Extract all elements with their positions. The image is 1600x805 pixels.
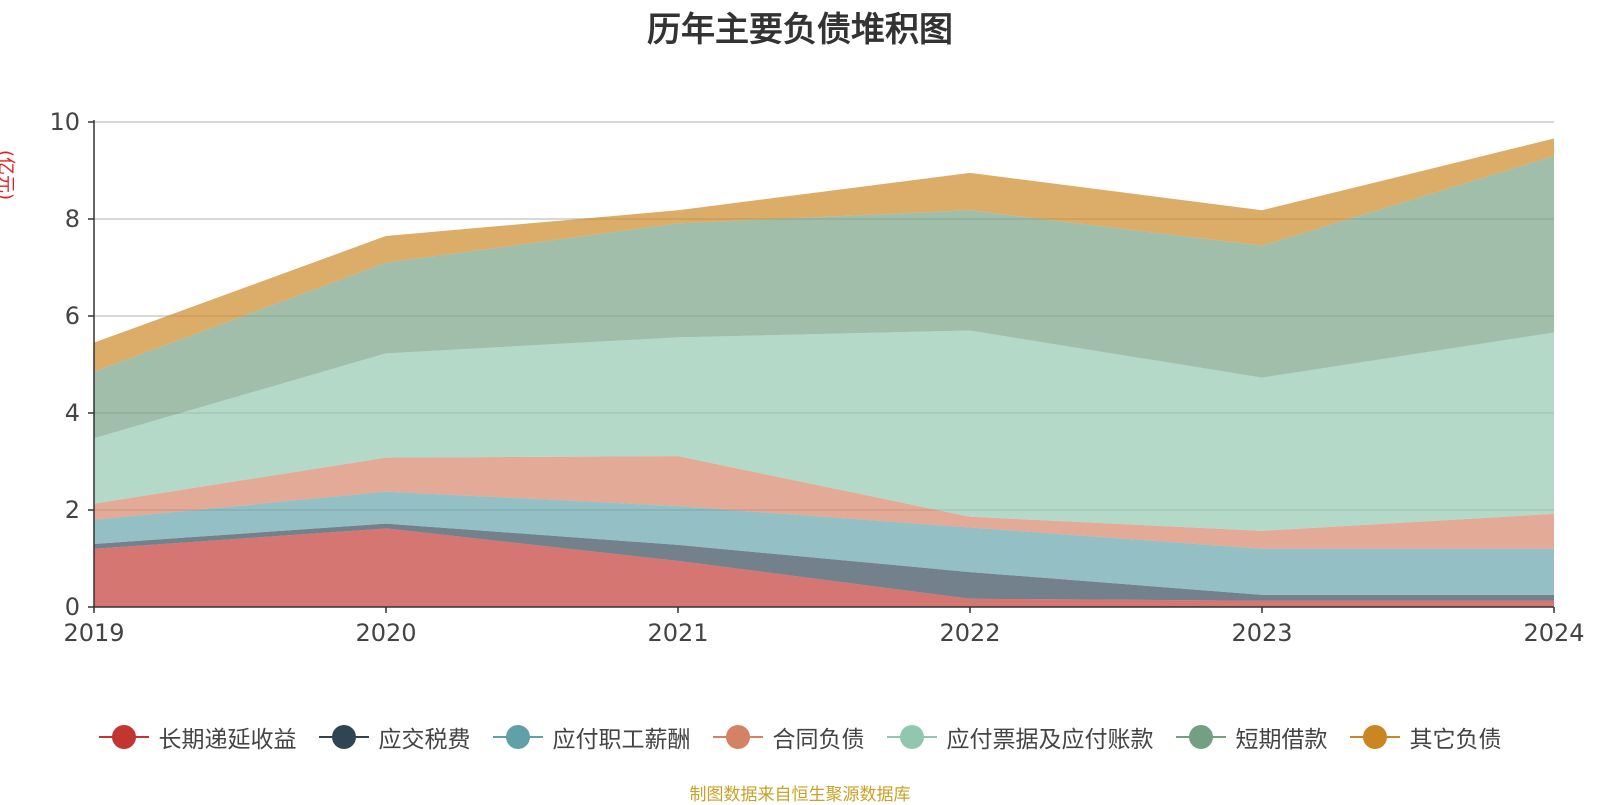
legend-item-0[interactable]: 长期递延收益	[98, 720, 297, 754]
legend-label: 短期借款	[1235, 727, 1328, 753]
x-tick-label-2021: 2021	[647, 619, 708, 647]
legend-item-5[interactable]: 短期借款	[1175, 720, 1328, 754]
x-tick-label-2023: 2023	[1231, 619, 1292, 647]
y-tick-label-6: 6	[65, 302, 80, 330]
area-series-0	[94, 528, 1554, 607]
area-series-5	[94, 155, 1554, 439]
legend-item-4[interactable]: 应付票据及应付账款	[886, 720, 1154, 754]
x-tick-label-2020: 2020	[355, 619, 416, 647]
area-series-2	[94, 491, 1554, 595]
legend-marker-icon	[98, 725, 149, 749]
chart-title: 历年主要负债堆积图	[647, 10, 953, 50]
area-series-1	[94, 523, 1554, 601]
area-series-4	[94, 330, 1554, 531]
legend-marker-icon	[712, 725, 763, 749]
y-tick-label-4: 4	[65, 399, 80, 427]
legend: 长期递延收益 应交税费 应付职工薪酬 合同负债 应付票据及应付账款 短期借款 其它负债	[0, 720, 1600, 754]
legend-item-3[interactable]: 合同负债	[712, 720, 865, 754]
legend-label: 其它负债	[1409, 727, 1502, 753]
area-series	[94, 138, 1554, 607]
legend-label: 长期递延收益	[158, 727, 297, 753]
x-tick-label-2024: 2024	[1523, 619, 1584, 647]
legend-marker-icon	[492, 725, 543, 749]
x-tick-label-2019: 2019	[63, 619, 124, 647]
legend-label: 应付票据及应付账款	[946, 727, 1154, 753]
legend-marker-icon	[1175, 725, 1226, 749]
legend-marker-icon	[318, 725, 369, 749]
legend-item-2[interactable]: 应付职工薪酬	[492, 720, 691, 754]
area-series-6	[94, 138, 1554, 372]
legend-marker-icon	[1349, 725, 1400, 749]
x-tick-label-2022: 2022	[939, 619, 1000, 647]
legend-label: 应付职工薪酬	[552, 727, 691, 753]
legend-item-6[interactable]: 其它负债	[1349, 720, 1502, 754]
y-tick-label-0: 0	[65, 593, 80, 621]
legend-label: 应交税费	[378, 727, 471, 753]
legend-marker-icon	[886, 725, 937, 749]
y-tick-label-8: 8	[65, 205, 80, 233]
y-tick-label-2: 2	[65, 496, 80, 524]
data-source-note: 制图数据来自恒生聚源数据库	[689, 785, 911, 805]
axes: 0 2 4 6 8 10 2019 2020 2021 2022 2023 2024	[49, 108, 1584, 647]
legend-label: 合同负债	[772, 727, 865, 753]
legend-item-1[interactable]: 应交税费	[318, 720, 471, 754]
y-tick-label-10: 10	[49, 108, 80, 136]
area-series-3	[94, 456, 1554, 549]
